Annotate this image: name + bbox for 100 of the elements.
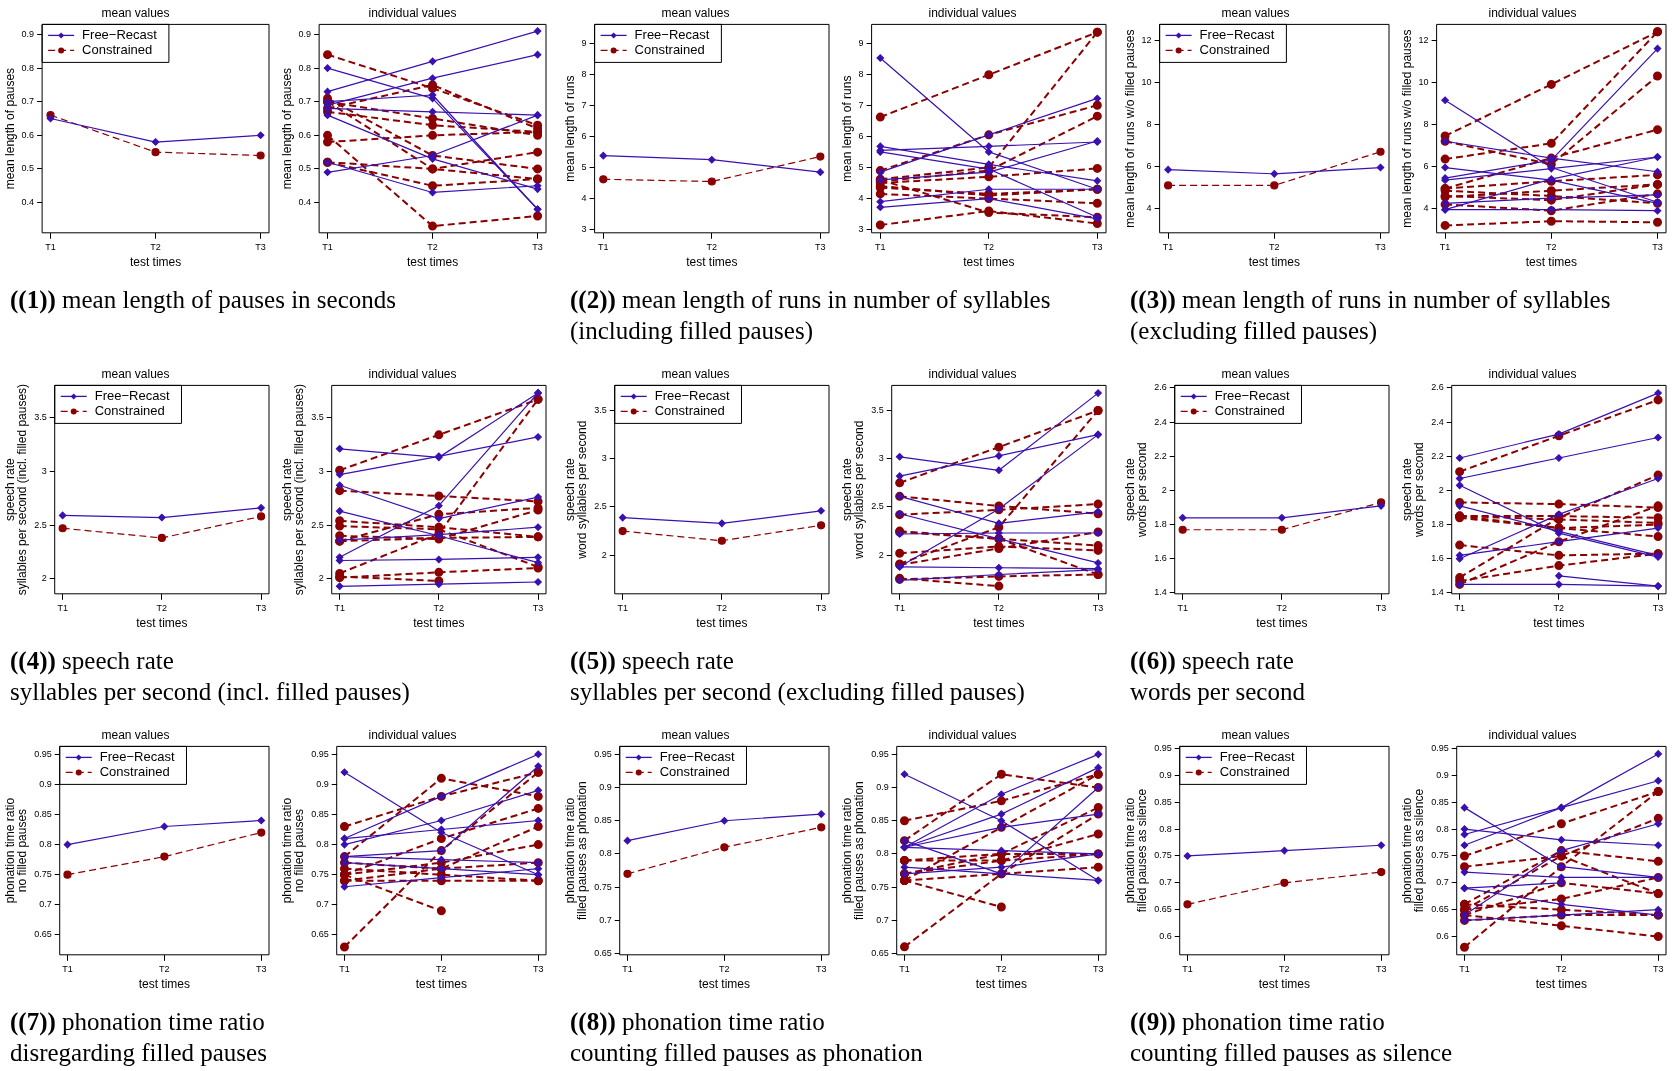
y-tick-label: 0.95: [311, 748, 329, 759]
chart-title: mean values: [1221, 727, 1290, 742]
y-axis-title: mean length of pauses: [2, 67, 17, 190]
legend-label: Constrained: [82, 41, 153, 57]
x-axis-title: test times: [1258, 977, 1311, 992]
x-axis-title: test times: [1533, 616, 1585, 631]
x-tick-label: T2: [427, 241, 438, 252]
y-tick-label: 0.95: [1154, 743, 1172, 754]
legend-label: Free−Recast: [99, 748, 175, 764]
legend-label: Free−Recast: [659, 748, 735, 764]
y-tick-label: 12: [1418, 34, 1429, 45]
y-tick-label: 0.7: [39, 899, 52, 910]
y-tick-label: 0.9: [21, 28, 35, 39]
x-tick-label: T1: [339, 963, 350, 974]
x-axis-title: test times: [406, 255, 459, 270]
y-tick-label: 3.5: [311, 412, 324, 423]
x-axis-title: test times: [973, 616, 1025, 631]
legend-label: Constrained: [99, 763, 170, 779]
y-tick-label: 0.8: [316, 839, 329, 850]
chart-title: individual values: [1488, 366, 1577, 381]
x-tick-label: T2: [159, 963, 170, 974]
text: ((3)) mean length of runs in number of syllables (excluding filled pauses): [1130, 285, 1612, 346]
x-tick-label: T3: [1652, 241, 1663, 252]
y-tick-label: 8: [1146, 118, 1152, 129]
y-tick-label: 2: [318, 573, 324, 584]
y-axis-title: mean length of runs: [562, 75, 577, 182]
legend-label: Constrained: [634, 41, 705, 57]
y-axis-title: phonation time ratio filled pauses as phonation: [839, 781, 867, 920]
x-tick-label: T3: [1092, 602, 1104, 613]
y-tick-label: 0.75: [34, 869, 52, 880]
text: ((2)) mean length of runs in number of syllables (including filled pauses): [570, 285, 1052, 346]
y-tick-label: 2: [1438, 484, 1444, 495]
y-tick-label: 2.4: [1431, 416, 1444, 427]
x-tick-label: T3: [815, 963, 827, 974]
x-tick-label: T3: [255, 602, 267, 613]
y-tick-label: 8: [858, 68, 864, 79]
legend-label: Free−Recast: [1214, 387, 1290, 403]
x-axis-title: test times: [136, 616, 188, 631]
chart-title: individual values: [368, 5, 457, 20]
chart-title: mean values: [101, 5, 170, 20]
chart-title: mean values: [661, 727, 730, 742]
x-tick-label: T1: [57, 602, 68, 613]
y-tick-label: 2: [878, 549, 884, 560]
y-tick-label: 0.6: [1436, 931, 1449, 942]
y-tick-label: 12: [1141, 34, 1152, 45]
x-axis-title: test times: [975, 977, 1028, 992]
chart-title: individual values: [928, 366, 1017, 381]
x-tick-label: T3: [532, 602, 544, 613]
y-tick-label: 2.5: [871, 501, 884, 512]
x-tick-label: T2: [1556, 963, 1567, 974]
x-tick-label: T3: [532, 963, 544, 974]
x-tick-label: T1: [1439, 241, 1451, 252]
x-axis-title: test times: [686, 255, 738, 270]
x-axis-title: test times: [415, 977, 468, 992]
y-tick-label: 0.6: [1159, 931, 1172, 942]
y-tick-label: 0.65: [594, 947, 612, 958]
y-tick-label: 3: [41, 465, 47, 476]
y-tick-label: 1.6: [1431, 553, 1444, 564]
y-tick-label: 7: [581, 99, 587, 110]
x-tick-label: T1: [894, 602, 905, 613]
text: ((9)) phonation time ratio counting filled pauses as silence: [1130, 1007, 1454, 1068]
y-tick-label: 0.75: [1431, 850, 1449, 861]
text: ((7)) phonation time ratio disregarding filled pauses: [10, 1007, 268, 1068]
legend-label: Free−Recast: [1219, 748, 1295, 764]
y-tick-label: 0.7: [1436, 877, 1449, 888]
y-tick-label: 1.6: [1154, 553, 1167, 564]
y-axis-title: phonation time ratio no filled pauses: [279, 797, 307, 904]
y-tick-label: 0.9: [876, 782, 889, 793]
y-tick-label: 0.5: [298, 163, 312, 174]
chart-title: mean values: [1221, 366, 1290, 381]
legend-label: Constrained: [1214, 402, 1285, 418]
y-tick-label: 0.4: [298, 197, 312, 208]
x-tick-label: T2: [1276, 602, 1288, 613]
y-axis-title: speech rate word syllables per second: [839, 420, 867, 560]
legend-label: Free−Recast: [654, 387, 730, 403]
y-tick-label: 2.4: [1154, 416, 1167, 427]
y-tick-label: 7: [858, 99, 864, 110]
y-axis-title: speech rate word syllables per second: [562, 420, 590, 560]
y-tick-label: 2: [601, 549, 607, 560]
x-tick-label: T2: [1546, 241, 1557, 252]
y-tick-label: 1.4: [1431, 587, 1444, 598]
x-tick-label: T1: [1459, 963, 1470, 974]
y-tick-label: 0.7: [876, 914, 889, 925]
y-tick-label: 5: [858, 161, 864, 172]
text: ((8)) phonation time ratio counting filled pauses as phonation: [570, 1007, 924, 1068]
x-tick-label: T1: [622, 963, 633, 974]
x-tick-label: T2: [436, 963, 447, 974]
y-tick-label: 0.85: [34, 808, 52, 819]
x-tick-label: T2: [719, 963, 730, 974]
x-axis-title: test times: [698, 977, 751, 992]
y-tick-label: 4: [1423, 203, 1429, 214]
y-tick-label: 2.5: [311, 519, 324, 530]
y-tick-label: 2: [1161, 484, 1167, 495]
y-axis-title: mean length of runs: [839, 75, 854, 182]
y-tick-label: 2.5: [594, 501, 607, 512]
y-tick-label: 0.7: [298, 96, 312, 107]
y-tick-label: 3: [601, 453, 607, 464]
x-tick-label: T3: [815, 602, 827, 613]
y-tick-label: 0.65: [1431, 904, 1449, 915]
legend-label: Free−Recast: [1199, 26, 1275, 42]
